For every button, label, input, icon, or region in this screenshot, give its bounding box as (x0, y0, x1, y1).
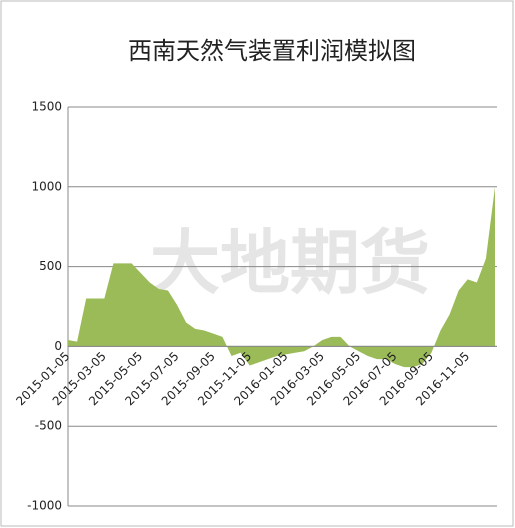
y-tick-label: 1000 (31, 179, 62, 193)
y-tick-label: 0 (54, 339, 62, 353)
y-tick-label: 1500 (31, 100, 62, 114)
y-tick-label: -500 (35, 419, 62, 433)
watermark: 大地期货 (150, 222, 430, 304)
chart-title: 西南天然气装置利润模拟图 (128, 37, 416, 65)
y-tick-label: 500 (39, 259, 62, 273)
y-tick-label: -1000 (27, 499, 62, 513)
area (68, 186, 495, 368)
